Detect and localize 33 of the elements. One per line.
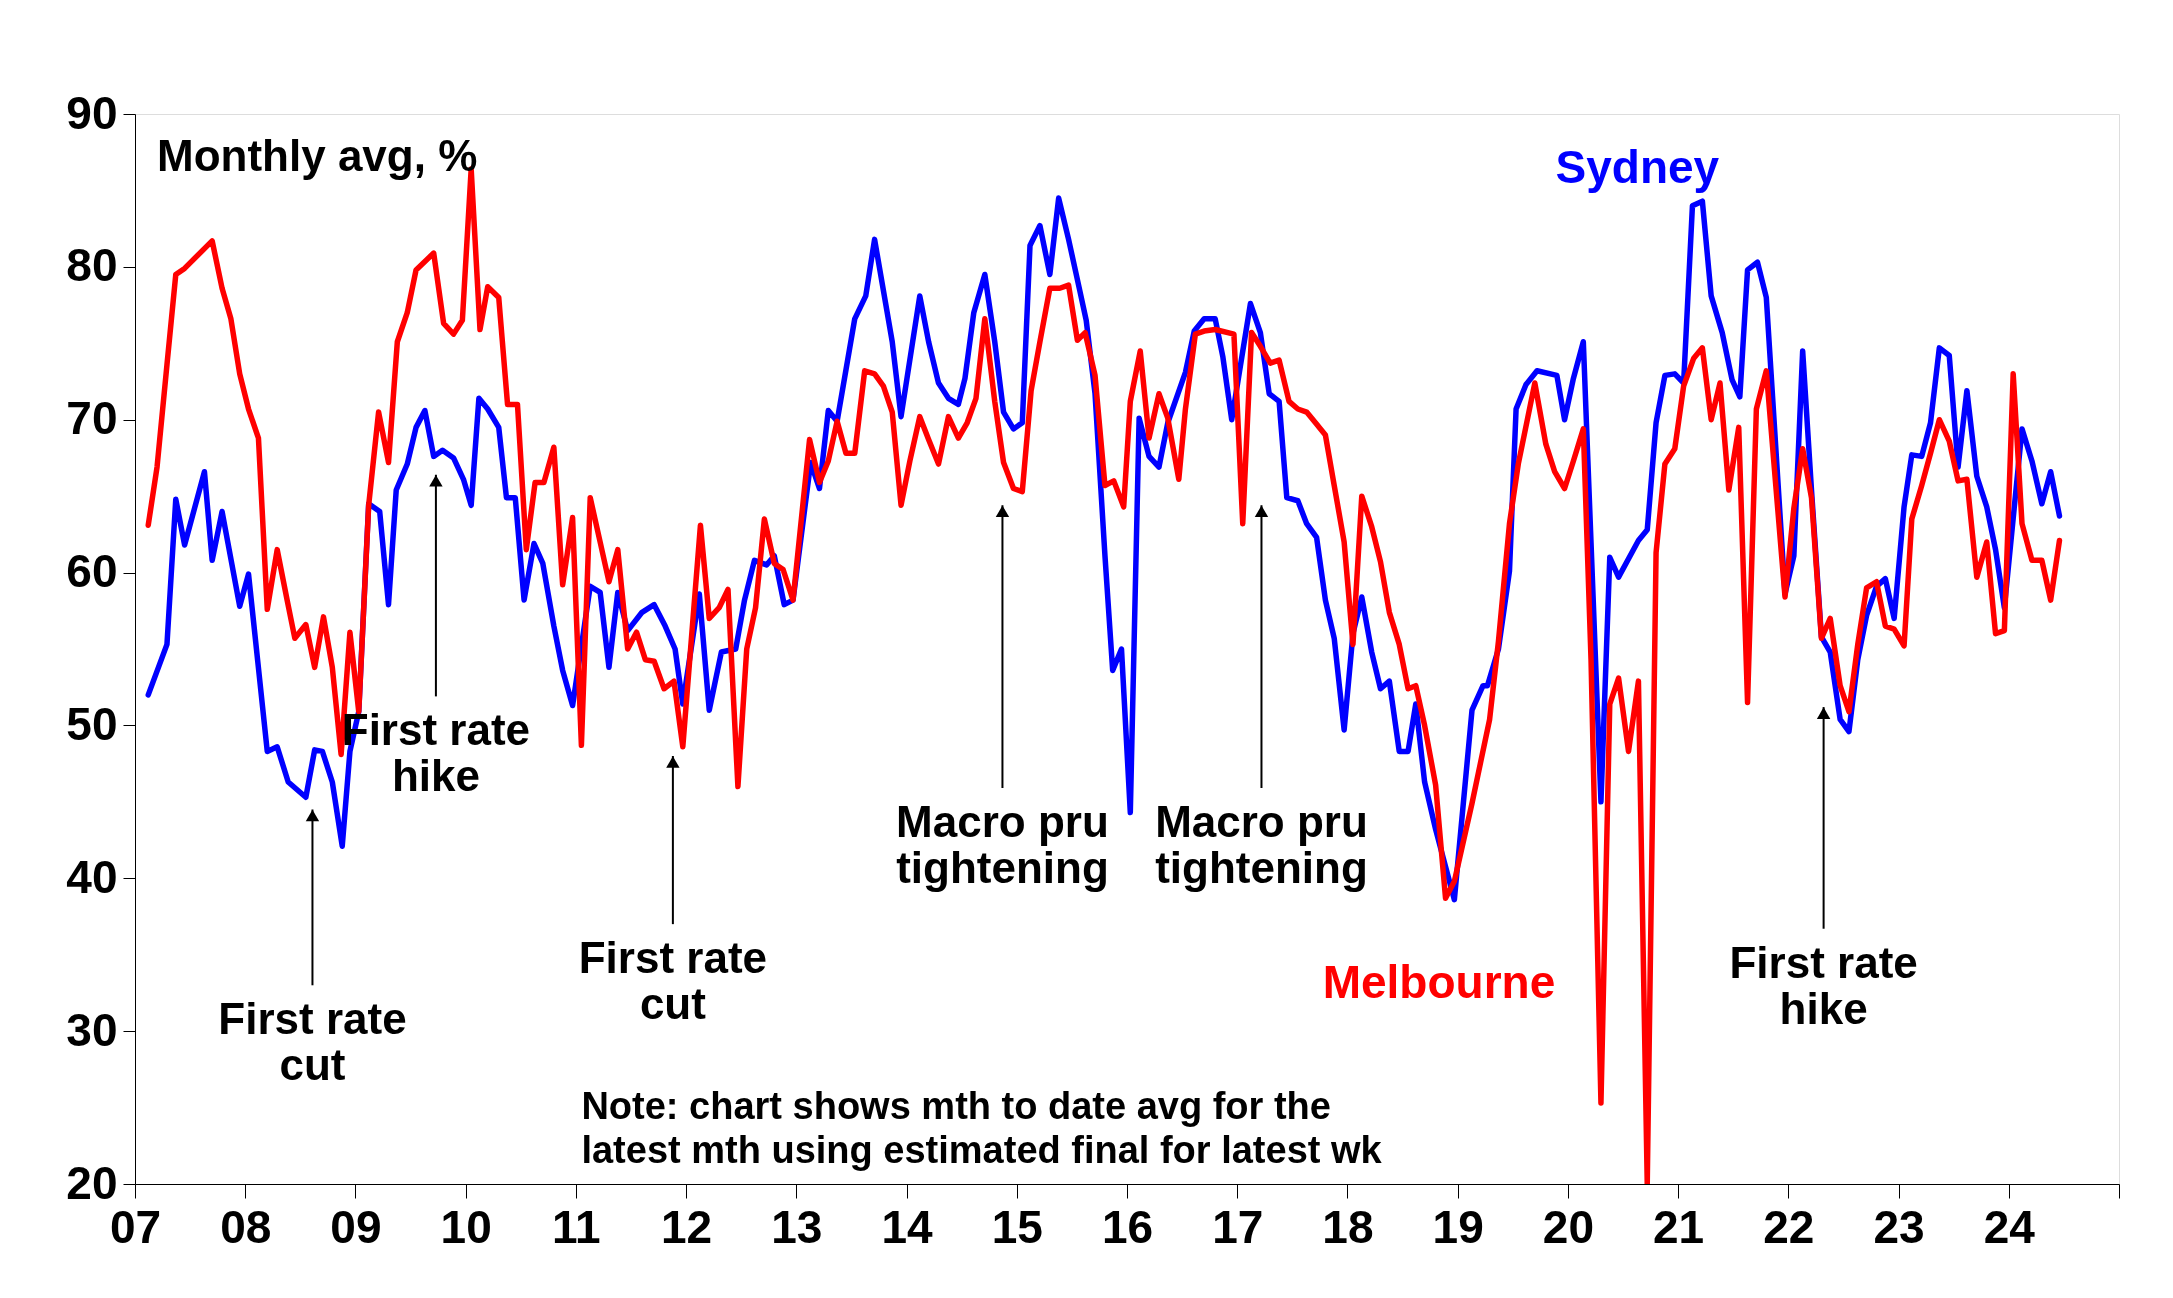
y-tick-label: 80 <box>66 239 118 292</box>
y-tick-label: 90 <box>66 86 118 139</box>
series-label: Sydney <box>1555 141 1720 194</box>
y-tick-label: 30 <box>66 1003 118 1056</box>
annotation: First rate cut <box>218 994 407 1090</box>
x-tick-label: 24 <box>1983 1200 2036 1253</box>
y-tick-label: 50 <box>66 697 118 750</box>
x-tick-label: 13 <box>771 1200 823 1253</box>
x-tick-label: 21 <box>1653 1200 1705 1253</box>
x-tick-label: 18 <box>1322 1200 1374 1253</box>
x-tick-label: 14 <box>881 1200 934 1253</box>
annotation: Macro pru tightening <box>896 797 1109 893</box>
x-tick-label: 17 <box>1212 1200 1264 1253</box>
annotation: Monthly avg, % <box>157 131 478 181</box>
y-tick-label: 60 <box>66 545 118 598</box>
y-tick-label: 70 <box>66 392 118 445</box>
y-tick-label: 40 <box>66 850 118 903</box>
annotation: First rate hike <box>1729 937 1918 1033</box>
x-tick-label: 16 <box>1101 1200 1154 1253</box>
x-tick-label: 15 <box>991 1200 1043 1253</box>
x-tick-label: 22 <box>1763 1200 1815 1253</box>
x-tick-label: 10 <box>440 1200 492 1253</box>
x-tick-label: 23 <box>1873 1200 1925 1253</box>
x-tick-label: 20 <box>1542 1200 1594 1253</box>
annotation: First rate cut <box>578 933 768 1029</box>
x-tick-label: 19 <box>1432 1200 1484 1253</box>
annotation: Note: chart shows mth to date avg for the latest mth using estimated final for latest wk <box>581 1084 1383 1171</box>
annotation: Macro pru tightening <box>1155 797 1368 893</box>
x-tick-label: 09 <box>330 1200 382 1253</box>
x-tick-label: 08 <box>220 1200 272 1253</box>
series-label: Melbourne <box>1322 955 1556 1008</box>
x-tick-label: 11 <box>552 1200 601 1253</box>
x-tick-label: 12 <box>661 1200 713 1253</box>
